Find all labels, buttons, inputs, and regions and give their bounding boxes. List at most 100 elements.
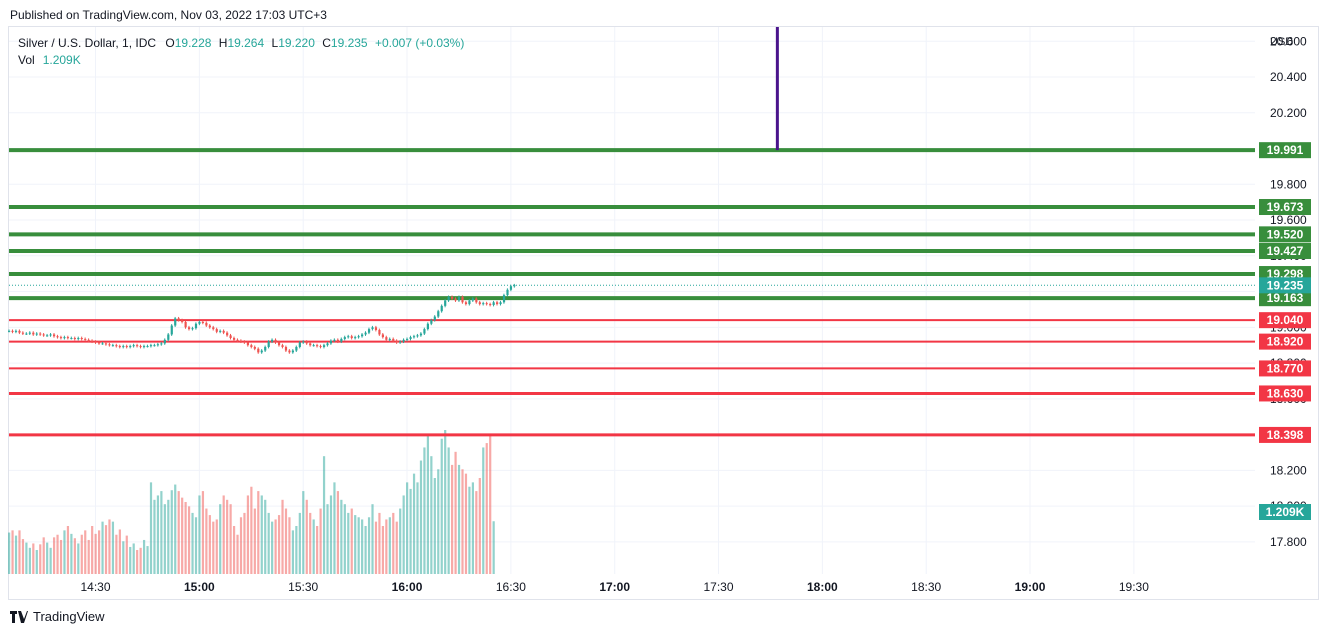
volume-bar	[181, 497, 184, 574]
candle-body	[264, 346, 267, 351]
volume-bar	[312, 519, 315, 574]
candle-body	[174, 318, 177, 326]
level-price-tag	[1259, 242, 1311, 259]
volume-bar	[291, 530, 295, 574]
volume-bar	[239, 517, 243, 574]
footer: TradingView	[10, 609, 105, 624]
candle-body	[229, 335, 232, 339]
candle-body	[236, 339, 239, 341]
candle-body	[59, 337, 63, 339]
volume-bar	[94, 533, 97, 574]
candles	[8, 283, 516, 354]
candle-body	[395, 340, 398, 343]
candle-body	[177, 318, 180, 321]
candle-body	[28, 332, 31, 334]
candle-body	[226, 332, 229, 336]
candle-body	[423, 329, 426, 334]
tradingview-logo-icon[interactable]	[10, 610, 28, 623]
candle-body	[492, 302, 495, 305]
candle-body	[371, 327, 374, 330]
volume-bar	[288, 517, 291, 574]
candle-body	[49, 334, 52, 336]
high-value: 19.264	[227, 36, 265, 50]
candle-body	[63, 337, 66, 339]
volume-bar	[63, 530, 66, 574]
candle-body	[219, 330, 222, 332]
time-tick-label: 14:30	[81, 580, 111, 594]
volume-bar	[35, 550, 38, 574]
candle-body	[91, 340, 94, 342]
level-price-label: 18.630	[1267, 386, 1304, 400]
volume-bar	[77, 543, 80, 574]
volume-bar	[232, 526, 236, 574]
volume-bar	[336, 491, 340, 574]
candle-body	[281, 345, 284, 347]
volume-bar	[219, 504, 222, 574]
candle-body	[35, 333, 38, 335]
candle-body	[406, 338, 409, 340]
candle-body	[156, 344, 160, 346]
volume-bar	[444, 430, 447, 574]
candle-body	[239, 340, 243, 342]
volume-bar	[101, 521, 104, 574]
volume-bar	[482, 447, 485, 574]
candle-body	[191, 328, 194, 330]
volume-bar	[378, 512, 381, 574]
volume-bar	[347, 512, 350, 574]
candle-body	[260, 350, 263, 353]
level-price-tag	[1259, 333, 1311, 350]
price-tick-label: 18.200	[1270, 463, 1307, 477]
candle-body	[364, 332, 367, 335]
candle-body	[347, 336, 350, 338]
level-price-label: 18.398	[1267, 428, 1304, 442]
axis-price-labels: 19.99119.67319.52019.42719.29819.16319.0…	[1259, 142, 1311, 520]
volume-bar	[18, 530, 21, 574]
candle-body	[201, 321, 205, 323]
brand-name[interactable]: TradingView	[33, 609, 105, 624]
price-tick-label: 19.600	[1270, 213, 1307, 227]
candle-body	[243, 341, 246, 343]
volume-row: Vol 1.209K	[18, 52, 468, 69]
price-tick-label: 19.800	[1270, 177, 1307, 191]
price-tick-label: 20.600	[1270, 34, 1307, 48]
volume-bar	[25, 542, 28, 574]
candle-body	[84, 338, 87, 340]
published-text: Published on TradingView.com, Nov 03, 20…	[10, 8, 327, 22]
level-price-tag	[1259, 290, 1311, 307]
candle-body	[475, 298, 478, 303]
candle-body	[184, 321, 187, 328]
volume-bar	[174, 484, 177, 574]
volume-bar	[198, 495, 201, 574]
volume-bar	[461, 469, 464, 574]
volume-bar	[146, 546, 149, 574]
volume-bar	[194, 517, 198, 574]
volume-bar	[326, 504, 329, 574]
volume-bar	[471, 482, 474, 574]
candle-body	[392, 338, 395, 341]
volume-bar	[402, 495, 405, 574]
candle-body	[129, 346, 132, 348]
volume-bar	[52, 537, 56, 574]
candle-body	[14, 330, 18, 332]
volume-bar	[329, 495, 333, 574]
low-label: L	[271, 36, 279, 50]
volume-bar	[302, 491, 305, 574]
candle-body	[167, 334, 170, 340]
candle-body	[122, 346, 125, 348]
volume-bar	[84, 530, 87, 574]
symbol-title[interactable]: Silver / U.S. Dollar, 1, IDC	[18, 36, 157, 50]
chart-frame	[8, 26, 1319, 600]
price-tick-label: 20.400	[1270, 70, 1307, 84]
volume-bar	[264, 499, 267, 574]
time-tick-label: 17:00	[599, 580, 630, 594]
volume-bar	[309, 512, 312, 574]
close-value: 19.235	[330, 36, 368, 50]
volume-bar	[156, 495, 160, 574]
volume-bar	[381, 526, 384, 574]
volume-bar	[149, 482, 153, 574]
candle-body	[357, 336, 360, 338]
volume-bar	[260, 495, 263, 574]
volume-bar	[416, 482, 419, 574]
candle-body	[509, 286, 513, 290]
